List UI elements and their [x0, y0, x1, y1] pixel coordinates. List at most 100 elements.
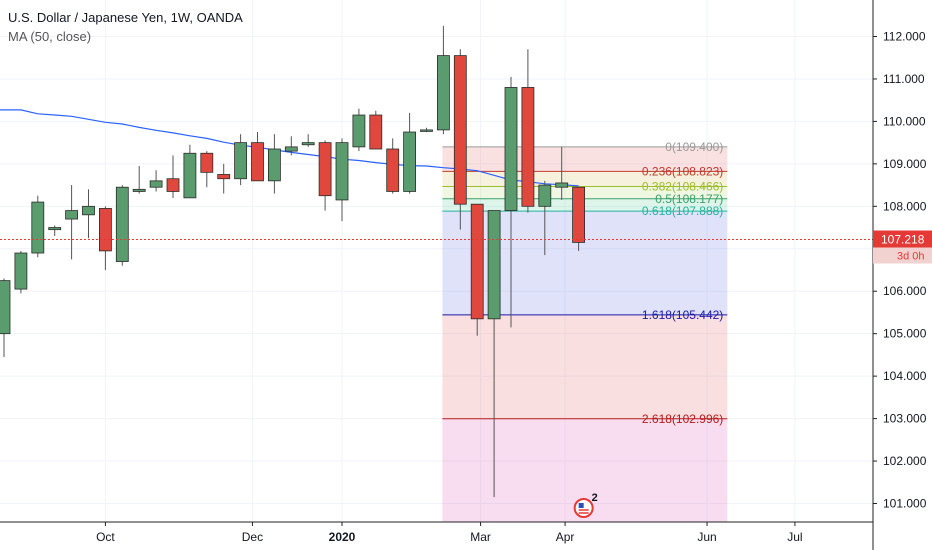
candle-body — [132, 188, 146, 192]
time-axis[interactable]: Oct Dec 2020 Mar Apr Jun Jul — [0, 521, 873, 544]
candle-body — [352, 114, 366, 148]
price-tick-label: 101.000 — [883, 497, 927, 511]
indicator-label: MA (50, close) — [8, 29, 92, 44]
candle-body — [115, 186, 129, 262]
candle — [386, 138, 400, 194]
candles-layer — [0, 25, 585, 498]
price-tick-label: 109.000 — [883, 157, 927, 171]
candle-body — [420, 129, 433, 132]
candle — [369, 110, 383, 150]
candle-body — [200, 152, 214, 173]
candle — [200, 151, 214, 188]
fib-level-label: 1.618(105.442) — [642, 308, 723, 322]
price-tick-label: 112.000 — [883, 30, 926, 44]
candle-body — [572, 186, 585, 243]
candle-body — [403, 131, 417, 192]
price-tick-label: 105.000 — [883, 327, 927, 341]
candle-body — [183, 152, 197, 199]
candle — [572, 186, 585, 251]
candle — [436, 25, 450, 135]
candle — [31, 195, 45, 258]
candle — [115, 185, 129, 266]
countdown-label: 3d 0h — [897, 251, 925, 263]
candle-body — [284, 146, 298, 152]
candle — [521, 49, 535, 213]
candle — [234, 134, 248, 186]
candle-body — [453, 55, 467, 205]
fib-level-label: 0(109.400) — [665, 140, 723, 154]
price-tick-label: 111.000 — [883, 72, 925, 86]
candle — [14, 250, 28, 294]
candle — [267, 134, 281, 194]
candle-body — [538, 184, 552, 207]
price-tick-label: 104.000 — [883, 369, 927, 383]
candle-body — [48, 227, 62, 231]
event-badge[interactable]: 2 — [573, 492, 598, 518]
price-tick-label: 108.000 — [883, 199, 927, 213]
candle — [453, 49, 467, 230]
candle-body — [99, 208, 112, 252]
candle — [99, 206, 112, 270]
fib-level-label: 0.382(108.466) — [642, 180, 723, 194]
grid-lines — [0, 0, 873, 522]
time-tick-label: Oct — [96, 530, 115, 544]
candle-body — [251, 142, 264, 182]
candle-body — [149, 180, 163, 188]
candle-body — [65, 210, 78, 220]
price-tick-label: 110.000 — [883, 114, 926, 128]
candle-body — [555, 182, 569, 188]
candle-body — [217, 174, 231, 180]
countdown-tag — [873, 247, 932, 264]
price-tick-label: 102.000 — [883, 454, 927, 468]
candle — [318, 140, 332, 211]
candle — [538, 180, 552, 256]
candle-body — [369, 114, 383, 150]
candle-body — [234, 142, 248, 180]
candle-body — [166, 178, 180, 192]
candle-body — [318, 142, 332, 197]
price-tick-label: 103.000 — [883, 412, 927, 426]
candle — [65, 185, 78, 260]
price-axis-bg — [873, 0, 932, 550]
candle-body — [521, 87, 535, 207]
time-tick-label: 2020 — [329, 530, 356, 544]
candle — [48, 225, 62, 237]
candle — [284, 136, 298, 156]
time-tick-label: Jul — [787, 530, 802, 544]
chart-legend: U.S. Dollar / Japanese Yen, 1W, OANDA MA… — [8, 8, 243, 46]
candle — [555, 146, 569, 200]
candle — [403, 112, 417, 194]
time-tick-label: Apr — [556, 530, 575, 544]
fib-level-label: 0.618(107.888) — [642, 204, 723, 218]
fibonacci-retracement[interactable]: 0(109.400)0.236(108.823)0.382(108.466)0.… — [442, 140, 728, 522]
candle — [487, 210, 501, 498]
candle — [0, 278, 11, 358]
candle-body — [301, 142, 315, 146]
time-tick-label: Mar — [470, 530, 491, 544]
candle — [504, 76, 518, 328]
moving-average-line — [0, 109, 579, 187]
chart-title: U.S. Dollar / Japanese Yen, 1W, OANDA — [8, 10, 243, 25]
fib-zone — [442, 314, 728, 419]
candle-body — [267, 148, 281, 182]
candle-body — [335, 142, 349, 201]
candle — [352, 108, 366, 152]
price-axis[interactable]: 112.000111.000110.000109.000108.000107.0… — [872, 0, 932, 550]
time-tick-label: Jun — [697, 530, 716, 544]
candle — [149, 170, 163, 192]
candle — [470, 203, 484, 336]
fib-level-label: 0.236(108.823) — [642, 164, 723, 178]
fib-level-label: 0.5(108.177) — [655, 192, 723, 206]
candle — [301, 134, 315, 147]
candle-body — [470, 203, 484, 320]
candle — [183, 144, 197, 199]
moving-average-layer — [0, 109, 579, 187]
candle — [166, 155, 180, 198]
price-tick-label: 106.000 — [883, 284, 927, 298]
current-price-label: 107.218 — [881, 233, 925, 247]
candle — [420, 127, 433, 133]
candle — [132, 165, 146, 194]
candle-body — [31, 201, 45, 254]
candle — [217, 163, 231, 194]
